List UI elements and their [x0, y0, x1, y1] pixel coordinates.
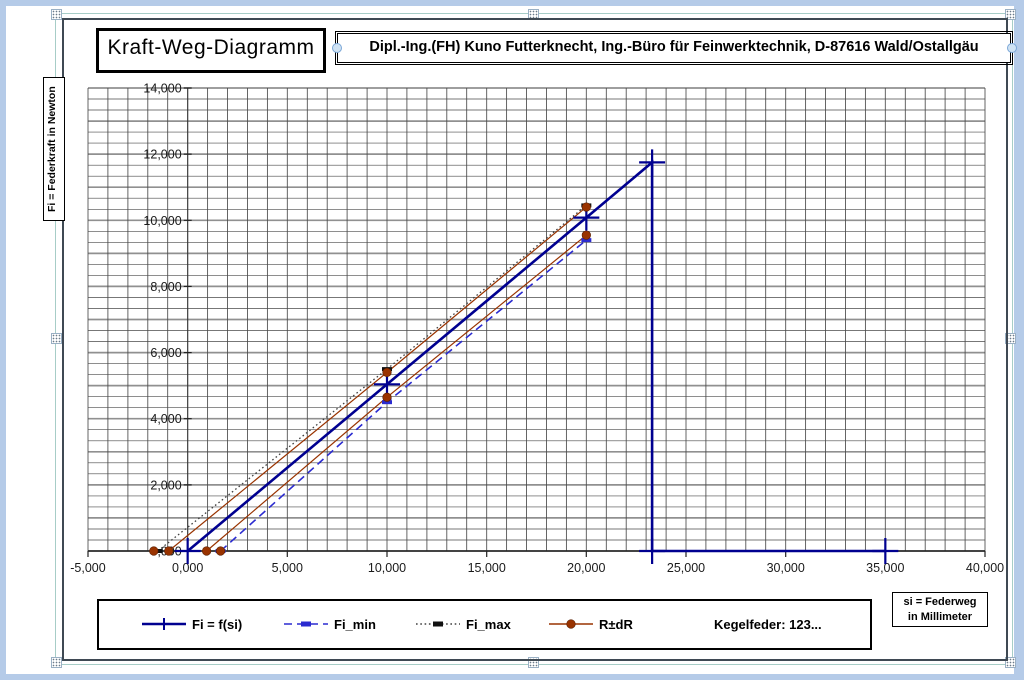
legend-item-fi-min: Fi_min [284, 615, 376, 633]
selection-handle-mid-left[interactable] [51, 333, 62, 344]
legend-label: Fi_max [466, 616, 511, 632]
x-axis-title-line1: si = Federweg [903, 596, 977, 609]
legend[interactable]: Fi = f(si) Fi_min Fi_max R±dR Kegelfeder… [97, 599, 872, 650]
window-frame-top [0, 0, 1024, 6]
window-frame-left [0, 0, 6, 680]
selection-handle-top-right[interactable] [1005, 9, 1016, 20]
textbox-handle-right[interactable] [1007, 43, 1017, 53]
legend-sample-dotted-line-icon [416, 616, 460, 632]
legend-label: R±dR [599, 616, 633, 632]
header-text: Dipl.-Ing.(FH) Kuno Futterknecht, Ing.-B… [369, 39, 979, 55]
chart-area-border [62, 18, 1008, 661]
selection-handle-top-left[interactable] [51, 9, 62, 20]
window-frame-bottom [0, 674, 1024, 680]
textbox-handle-left[interactable] [332, 43, 342, 53]
legend-item-fi-max: Fi_max [416, 615, 511, 633]
selection-handle-bottom-right[interactable] [1005, 657, 1016, 668]
legend-sample-circle-line-icon [549, 616, 593, 632]
legend-sample-dashed-line-icon [284, 616, 328, 632]
legend-item-kegelfeder: Kegelfeder: 123... [714, 615, 822, 633]
selection-handle-bottom-left[interactable] [51, 657, 62, 668]
chart-title-box[interactable]: Kraft-Weg-Diagramm [96, 28, 326, 73]
y-axis-title: Fi = Federkraft in Newton [46, 86, 58, 212]
x-axis-title-box[interactable]: si = Federweg in Millimeter [892, 592, 988, 627]
selection-handle-bottom-center[interactable] [528, 657, 539, 668]
legend-item-r-dr: R±dR [549, 615, 633, 633]
selection-handle-mid-right[interactable] [1005, 333, 1016, 344]
header-text-box[interactable]: Dipl.-Ing.(FH) Kuno Futterknecht, Ing.-B… [335, 31, 1013, 65]
window-frame-right [1014, 0, 1024, 680]
legend-label: Fi = f(si) [192, 616, 243, 632]
legend-label: Fi_min [334, 616, 376, 632]
legend-label: Kegelfeder: 123... [714, 616, 822, 632]
chart-title: Kraft-Weg-Diagramm [107, 36, 315, 59]
legend-item-fi-fsi: Fi = f(si) [142, 615, 242, 633]
legend-sample-line-plus-icon [142, 616, 186, 632]
x-axis-title-line2: in Millimeter [907, 610, 973, 623]
y-axis-title-box[interactable]: Fi = Federkraft in Newton [43, 77, 65, 221]
